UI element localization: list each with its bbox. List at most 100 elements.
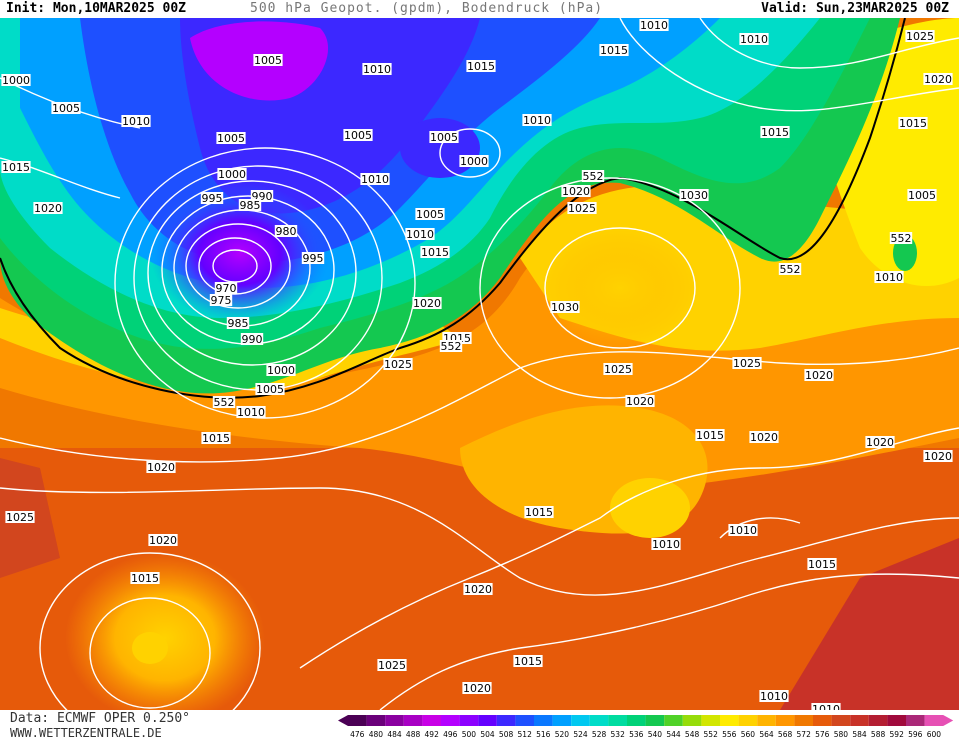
- legend-swatch: [720, 715, 739, 726]
- isobar-label: 1005: [216, 132, 246, 145]
- isobar-label: 1030: [550, 301, 580, 314]
- legend-swatch: [738, 715, 758, 726]
- isobar-label-text: 1015: [899, 117, 927, 130]
- height-label: 552: [581, 170, 605, 183]
- isobar-label-bg: [255, 383, 285, 395]
- isobar-label: 1015: [898, 117, 928, 130]
- isobar-label-text: 1020: [562, 185, 590, 198]
- isobar-label-text: 1025: [378, 659, 406, 672]
- legend-swatch: [478, 715, 497, 726]
- legend-swatch: [385, 715, 404, 726]
- legend-swatch: [775, 715, 795, 726]
- isobar-label-bg: [201, 432, 231, 444]
- isobar-label-text: 1010: [361, 173, 389, 186]
- isobar-label-bg: [5, 511, 35, 523]
- isobar-label-text: 1025: [384, 358, 412, 371]
- legend-swatch: [403, 715, 423, 726]
- isobar-label-bg: [524, 506, 554, 518]
- isobar-label: 1000: [217, 168, 247, 181]
- isobar-label-bg: [907, 189, 937, 201]
- isobar-label: 1020: [749, 431, 779, 444]
- isobar-label-text: 1010: [640, 19, 668, 32]
- isobar-label-text: 1020: [149, 534, 177, 547]
- isobar-label-text: 1020: [464, 583, 492, 596]
- isobar-label-text: 1010: [406, 228, 434, 241]
- isobar-label-bg: [550, 301, 580, 313]
- isobar-label-bg: [412, 297, 442, 309]
- isobar-label: 1010: [651, 538, 681, 551]
- legend-swatch: [571, 715, 590, 726]
- isobar-label-bg: [274, 225, 298, 237]
- legend-tick-label: 584: [852, 730, 867, 739]
- legend-tick-label: 548: [685, 730, 700, 739]
- legend-swatch: [534, 715, 553, 726]
- height-label-bg: [581, 170, 605, 182]
- isobar-label-text: 1020: [924, 73, 952, 86]
- isobar-label-bg: [130, 572, 160, 584]
- isobar-label-bg: [749, 431, 779, 443]
- isobar-label: 1015: [420, 246, 450, 259]
- isobar-label-bg: [463, 583, 493, 595]
- isobar-label-bg: [343, 129, 373, 141]
- isobar-label: 1020: [804, 369, 834, 382]
- isobar-label: 1020: [33, 202, 63, 215]
- isobar-label: 1000: [266, 364, 296, 377]
- legend-tick-label: 588: [871, 730, 886, 739]
- legend-tick-label: 600: [927, 730, 942, 739]
- isobar-label-bg: [567, 202, 597, 214]
- isobar-label-text: 1005: [430, 131, 458, 144]
- isobar-label: 1025: [603, 363, 633, 376]
- legend-tick-label: 496: [443, 730, 458, 739]
- legend-swatch: [422, 715, 441, 726]
- isobar-label-text: 1005: [254, 54, 282, 67]
- legend-tick-label: 508: [499, 730, 514, 739]
- isobar-label: 1005: [415, 208, 445, 221]
- isobar-label-text: 1025: [906, 30, 934, 43]
- isobar-label-text: 970: [216, 282, 237, 295]
- isobar-label-text: 1005: [416, 208, 444, 221]
- isobar-label-bg: [811, 703, 841, 710]
- isobar-label-text: 1015: [131, 572, 159, 585]
- legend-tick-label: 560: [741, 730, 756, 739]
- isobar-label: 1015: [1, 161, 31, 174]
- isobar-label-text: 1010: [812, 703, 840, 710]
- legend-ticks: 476 480 484 488 492 496 500 504 508 512 516 520 524 5…: [350, 730, 941, 739]
- isobar-label-bg: [679, 189, 709, 201]
- height-label-text: 552: [583, 170, 604, 183]
- isobar-label-text: 1005: [908, 189, 936, 202]
- isobar-label: 1025: [905, 30, 935, 43]
- isobar-label-bg: [1, 74, 31, 86]
- height-label-bg: [889, 232, 913, 244]
- isobar-label-bg: [599, 44, 629, 56]
- isobar-label-bg: [522, 114, 552, 126]
- subtropical-high-core: [132, 632, 168, 664]
- isobar-label-text: 1010: [875, 271, 903, 284]
- isobar-label-bg: [625, 395, 655, 407]
- isobar-label-text: 1025: [6, 511, 34, 524]
- isobar-label-bg: [466, 60, 496, 72]
- isobar-label-bg: [728, 524, 758, 536]
- isobar-label: 1010: [639, 19, 669, 32]
- isobar-label: 1020: [561, 185, 591, 198]
- isobar-label-text: 1005: [217, 132, 245, 145]
- isobar-label: 970: [214, 282, 238, 295]
- legend-swatch: [441, 715, 460, 726]
- height-label-text: 552: [780, 263, 801, 276]
- isobar-label-text: 1015: [761, 126, 789, 139]
- isobar-label-text: 1010: [237, 406, 265, 419]
- isobar-label-text: 1020: [34, 202, 62, 215]
- isobar-label-bg: [739, 33, 769, 45]
- isobar-label: 1010: [405, 228, 435, 241]
- legend-swatch: [459, 715, 479, 726]
- weather-map: 1005 1010 1015 1015 1010 1010 1025 1020 1000 1005…: [0, 18, 959, 710]
- website-link[interactable]: WWW.WETTERZENTRALE.DE: [10, 726, 162, 740]
- isobar-label: 1015: [807, 558, 837, 571]
- legend-swatch: [701, 715, 720, 726]
- isobar-label: 1005: [429, 131, 459, 144]
- isobar-label: 1020: [463, 583, 493, 596]
- isobar-label-bg: [651, 538, 681, 550]
- isobar-label: 1020: [923, 73, 953, 86]
- legend-tick-label: 520: [555, 730, 570, 739]
- isobar-label-text: 1000: [460, 155, 488, 168]
